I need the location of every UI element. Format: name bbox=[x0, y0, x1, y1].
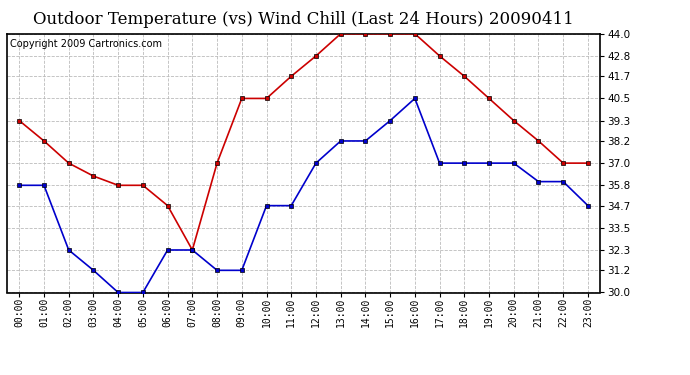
Text: Outdoor Temperature (vs) Wind Chill (Last 24 Hours) 20090411: Outdoor Temperature (vs) Wind Chill (Las… bbox=[33, 11, 574, 28]
Text: Copyright 2009 Cartronics.com: Copyright 2009 Cartronics.com bbox=[10, 39, 162, 49]
